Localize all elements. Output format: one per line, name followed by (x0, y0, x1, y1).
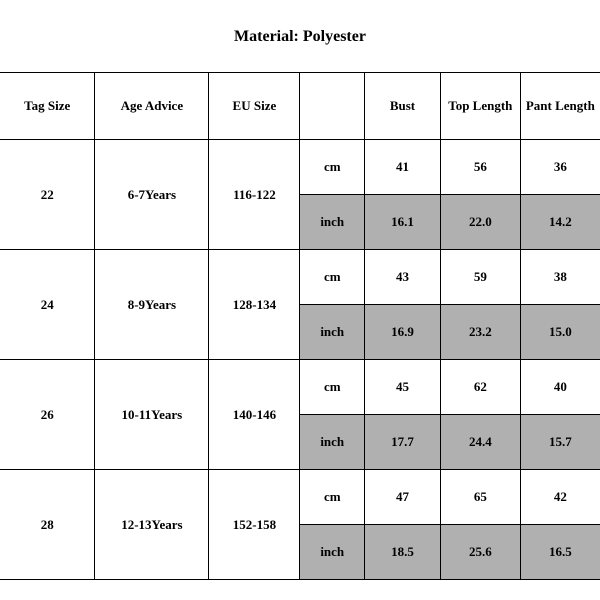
table-row: 28 12-13Years 152-158 cm 47 65 42 (0, 470, 600, 525)
table-row: 26 10-11Years 140-146 cm 45 62 40 (0, 360, 600, 415)
cell-bust: 16.1 (365, 195, 441, 250)
col-top-length: Top Length (440, 73, 520, 140)
col-age-advice: Age Advice (95, 73, 209, 140)
cell-unit-cm: cm (300, 470, 365, 525)
cell-unit-inch: inch (300, 195, 365, 250)
cell-eu-size: 140-146 (209, 360, 300, 470)
header-row: Tag Size Age Advice EU Size Bust Top Len… (0, 73, 600, 140)
cell-unit-inch: inch (300, 305, 365, 360)
cell-tag-size: 22 (0, 140, 95, 250)
table-row: 24 8-9Years 128-134 cm 43 59 38 (0, 250, 600, 305)
cell-top: 23.2 (440, 305, 520, 360)
table-body: 22 6-7Years 116-122 cm 41 56 36 inch 16.… (0, 140, 600, 580)
cell-bust: 47 (365, 470, 441, 525)
cell-bust: 17.7 (365, 415, 441, 470)
col-bust: Bust (365, 73, 441, 140)
cell-age-advice: 10-11Years (95, 360, 209, 470)
cell-eu-size: 128-134 (209, 250, 300, 360)
cell-bust: 41 (365, 140, 441, 195)
cell-bust: 45 (365, 360, 441, 415)
cell-top: 22.0 (440, 195, 520, 250)
cell-unit-cm: cm (300, 360, 365, 415)
col-unit (300, 73, 365, 140)
cell-top: 59 (440, 250, 520, 305)
cell-unit-cm: cm (300, 250, 365, 305)
size-chart-table: Tag Size Age Advice EU Size Bust Top Len… (0, 72, 600, 580)
cell-pant: 15.7 (520, 415, 600, 470)
cell-pant: 16.5 (520, 525, 600, 580)
table-row: 22 6-7Years 116-122 cm 41 56 36 (0, 140, 600, 195)
cell-unit-cm: cm (300, 140, 365, 195)
cell-top: 56 (440, 140, 520, 195)
cell-pant: 36 (520, 140, 600, 195)
cell-tag-size: 28 (0, 470, 95, 580)
cell-tag-size: 24 (0, 250, 95, 360)
cell-unit-inch: inch (300, 415, 365, 470)
cell-top: 25.6 (440, 525, 520, 580)
cell-eu-size: 116-122 (209, 140, 300, 250)
cell-unit-inch: inch (300, 525, 365, 580)
cell-top: 24.4 (440, 415, 520, 470)
cell-age-advice: 8-9Years (95, 250, 209, 360)
cell-pant: 40 (520, 360, 600, 415)
col-eu-size: EU Size (209, 73, 300, 140)
cell-pant: 38 (520, 250, 600, 305)
cell-pant: 42 (520, 470, 600, 525)
col-pant-length: Pant Length (520, 73, 600, 140)
cell-age-advice: 12-13Years (95, 470, 209, 580)
cell-pant: 15.0 (520, 305, 600, 360)
cell-top: 65 (440, 470, 520, 525)
cell-age-advice: 6-7Years (95, 140, 209, 250)
cell-tag-size: 26 (0, 360, 95, 470)
page-title: Material: Polyester (0, 0, 600, 72)
cell-pant: 14.2 (520, 195, 600, 250)
col-tag-size: Tag Size (0, 73, 95, 140)
cell-bust: 18.5 (365, 525, 441, 580)
cell-bust: 16.9 (365, 305, 441, 360)
cell-eu-size: 152-158 (209, 470, 300, 580)
cell-bust: 43 (365, 250, 441, 305)
cell-top: 62 (440, 360, 520, 415)
